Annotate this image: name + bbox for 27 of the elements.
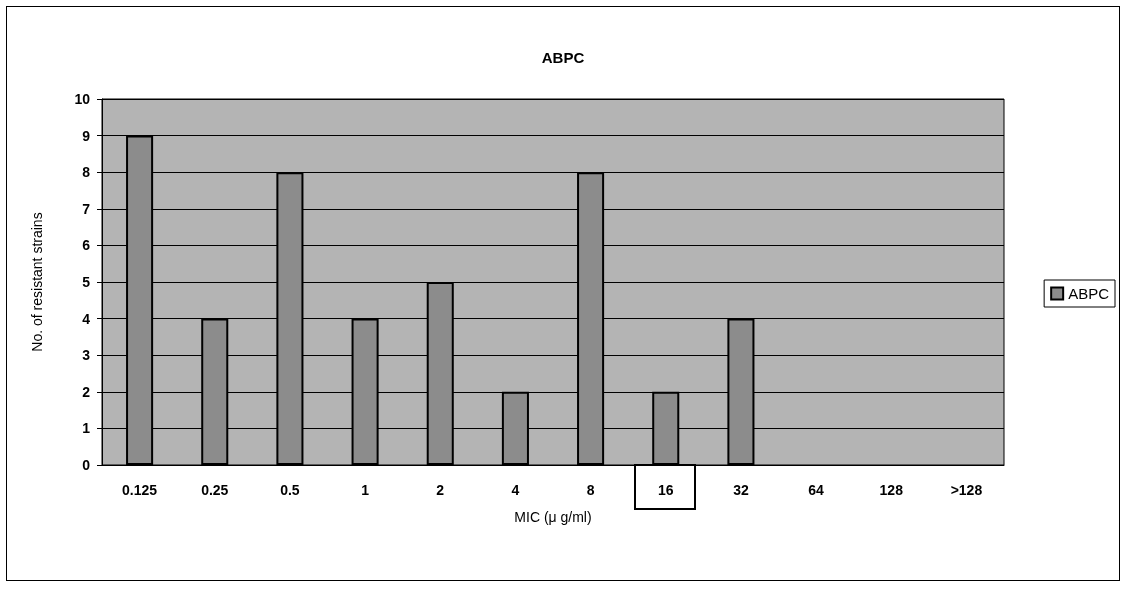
x-tick-label: 64 — [808, 482, 825, 498]
y-tick-label: 2 — [82, 383, 91, 400]
x-tick-label: 0.25 — [201, 482, 229, 498]
x-tick-label: 8 — [586, 482, 595, 498]
chart-title: ABPC — [541, 49, 585, 66]
x-tick-label: 4 — [511, 482, 520, 498]
x-tick-label: 0.5 — [280, 482, 300, 498]
y-tick-label: 8 — [82, 164, 91, 181]
y-tick-label: 6 — [82, 237, 91, 254]
x-tick-label: >128 — [950, 482, 983, 498]
x-tick-label: 128 — [879, 482, 904, 498]
y-tick-label: 3 — [82, 347, 91, 364]
y-axis-title: No. of resistant strains — [29, 212, 45, 352]
y-tick-label: 0 — [82, 457, 91, 473]
x-tick-label: 1 — [361, 482, 370, 498]
y-tick-label: 10 — [74, 91, 91, 107]
legend-label: ABPC — [1068, 285, 1110, 302]
x-tick-label: 32 — [733, 482, 749, 498]
x-tick-label: 0.125 — [122, 482, 158, 498]
y-tick-label: 5 — [82, 274, 91, 290]
x-tick-label: 16 — [657, 482, 674, 498]
x-axis-title: MIC (μ g/ml) — [514, 509, 592, 525]
y-tick-label: 9 — [82, 127, 91, 144]
x-tick-label: 2 — [436, 482, 445, 498]
y-tick-label: 4 — [82, 310, 91, 327]
y-tick-label: 1 — [82, 420, 91, 437]
y-tick-label: 7 — [82, 200, 91, 217]
